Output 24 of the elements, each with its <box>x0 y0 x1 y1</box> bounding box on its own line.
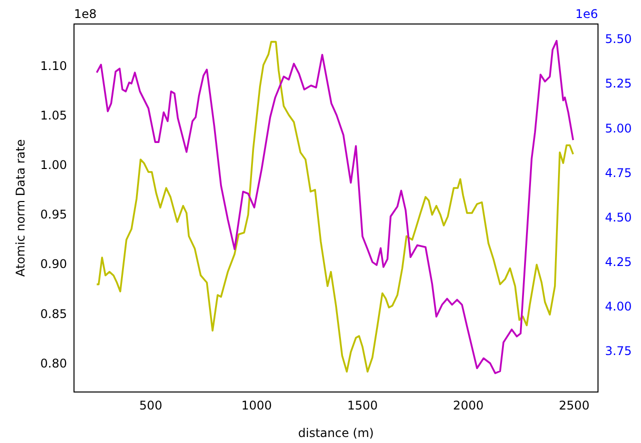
y2-tick-label: 5.25 <box>605 76 632 91</box>
y2-tick-label: 5.50 <box>605 32 632 46</box>
y2-tick-label: 4.00 <box>605 300 632 314</box>
x-tick-label: 500 <box>139 398 162 412</box>
y-tick-label: 1.10 <box>40 58 67 73</box>
y-tick-label: 1.00 <box>40 158 67 172</box>
y2-tick-label: 3.75 <box>605 344 632 358</box>
y2-tick-label: 4.50 <box>605 210 632 224</box>
y-tick-label: 0.85 <box>40 306 67 321</box>
y-axis-title: Atomic norm Data rate <box>13 139 28 277</box>
y2-tick-label: 4.25 <box>605 255 632 270</box>
x-axis-title: distance (m) <box>298 426 374 440</box>
y-tick-label: 0.80 <box>40 356 67 370</box>
text: 1e8 <box>74 7 97 22</box>
x-tick-label: 1500 <box>347 398 378 412</box>
y2-tick-label: 4.75 <box>605 166 632 180</box>
x-tick-label: 2500 <box>558 398 590 412</box>
y-tick-label: 1.05 <box>40 108 67 122</box>
x-tick-label: 1000 <box>241 398 272 412</box>
x-tick-label: 2000 <box>453 398 484 412</box>
text: 1e6 <box>575 7 598 22</box>
y-tick-label: 0.90 <box>40 257 67 272</box>
y2-tick-label: 5.00 <box>605 121 632 136</box>
y-tick-label: 0.95 <box>40 208 67 222</box>
